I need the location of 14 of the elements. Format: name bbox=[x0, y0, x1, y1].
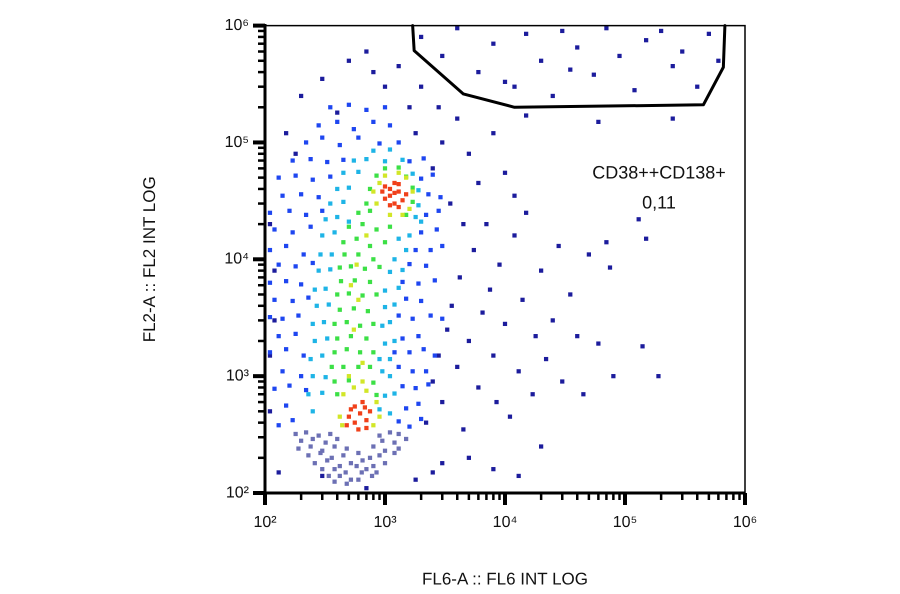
x-tick-label: 10² bbox=[253, 514, 278, 532]
x-tick-label: 10⁵ bbox=[612, 514, 638, 532]
y-tick-label: 10⁴ bbox=[224, 250, 250, 268]
x-axis-title: FL6-A :: FL6 INT LOG bbox=[422, 569, 588, 588]
x-tick-label: 10³ bbox=[373, 514, 398, 532]
y-tick-label: 10⁶ bbox=[224, 17, 249, 34]
x-tick-label: 10⁶ bbox=[732, 514, 758, 532]
y-tick-label: 10³ bbox=[226, 368, 250, 385]
annotation: 0,11 bbox=[642, 192, 676, 213]
x-tick-label: 10⁴ bbox=[492, 514, 518, 532]
y-tick-label: 10² bbox=[226, 484, 250, 502]
annotation: CD38++CD138+ bbox=[592, 162, 726, 183]
y-tick-label: 10⁵ bbox=[224, 134, 249, 151]
y-axis-title: FL2-A :: FL2 INT LOG bbox=[140, 176, 159, 342]
